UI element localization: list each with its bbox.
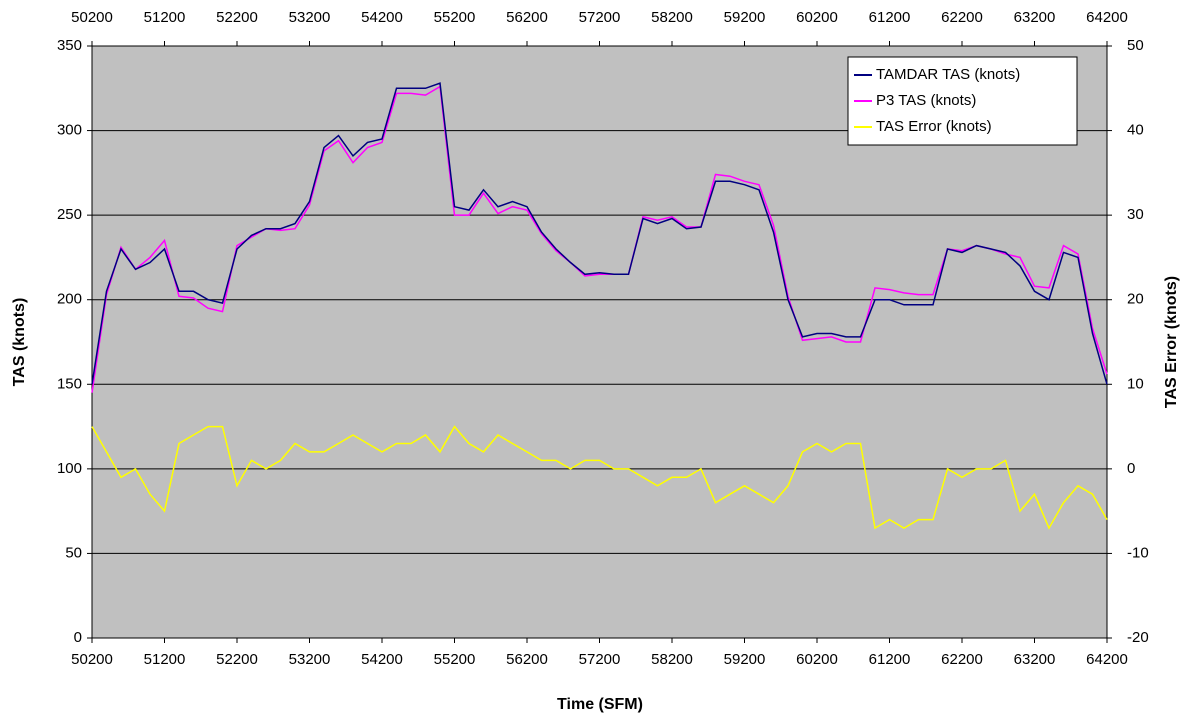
- y2-tick-label: 10: [1127, 375, 1144, 392]
- y2-tick-label: 20: [1127, 291, 1144, 308]
- y2-tick-label: -10: [1127, 544, 1149, 561]
- x-top-tick-label: 61200: [869, 9, 911, 26]
- x-tick-label: 64200: [1086, 651, 1128, 668]
- x-tick-label: 59200: [724, 651, 766, 668]
- x-axis-title: Time (SFM): [557, 696, 643, 713]
- y-tick-label: 150: [57, 375, 82, 392]
- y2-tick-label: -20: [1127, 629, 1149, 646]
- y2-tick-label: 50: [1127, 37, 1144, 54]
- y2-tick-label: 0: [1127, 460, 1135, 477]
- legend-label: P3 TAS (knots): [876, 92, 976, 109]
- y-tick-label: 350: [57, 37, 82, 54]
- x-top-tick-label: 56200: [506, 9, 548, 26]
- x-tick-label: 58200: [651, 651, 693, 668]
- x-tick-label: 56200: [506, 651, 548, 668]
- series-line: [91, 82, 1108, 385]
- x-tick-label: 53200: [289, 651, 331, 668]
- x-top-tick-label: 64200: [1086, 9, 1128, 26]
- y-tick-label: 300: [57, 122, 82, 139]
- x-tick-label: 60200: [796, 651, 838, 668]
- series-line: [91, 425, 1108, 530]
- y-axis-title: TAS (knots): [11, 298, 28, 387]
- y2-tick-label: 30: [1127, 206, 1144, 223]
- y-tick-label: 100: [57, 460, 82, 477]
- x-tick-label: 50200: [71, 651, 113, 668]
- x-tick-label: 61200: [869, 651, 911, 668]
- y2-tick-label: 40: [1127, 122, 1144, 139]
- x-top-tick-label: 53200: [289, 9, 331, 26]
- x-tick-label: 51200: [144, 651, 186, 668]
- y-tick-label: 250: [57, 206, 82, 223]
- y-tick-label: 200: [57, 291, 82, 308]
- y-tick-label: 0: [74, 629, 82, 646]
- legend-box: [847, 56, 1078, 146]
- x-tick-label: 62200: [941, 651, 983, 668]
- x-top-tick-label: 59200: [724, 9, 766, 26]
- x-top-tick-label: 55200: [434, 9, 476, 26]
- x-top-tick-label: 58200: [651, 9, 693, 26]
- x-top-tick-label: 62200: [941, 9, 983, 26]
- x-tick-label: 52200: [216, 651, 258, 668]
- x-tick-label: 54200: [361, 651, 403, 668]
- y2-axis-title: TAS Error (knots): [1163, 276, 1180, 408]
- x-top-tick-label: 54200: [361, 9, 403, 26]
- x-top-tick-label: 57200: [579, 9, 621, 26]
- x-top-tick-label: 51200: [144, 9, 186, 26]
- x-tick-label: 55200: [434, 651, 476, 668]
- x-top-tick-label: 50200: [71, 9, 113, 26]
- y-tick-label: 50: [65, 544, 82, 561]
- x-top-tick-label: 52200: [216, 9, 258, 26]
- x-top-tick-label: 63200: [1014, 9, 1056, 26]
- legend-label: TAS Error (knots): [876, 118, 992, 135]
- x-top-tick-label: 60200: [796, 9, 838, 26]
- x-tick-label: 57200: [579, 651, 621, 668]
- x-tick-label: 63200: [1014, 651, 1056, 668]
- legend-label: TAMDAR TAS (knots): [876, 66, 1020, 83]
